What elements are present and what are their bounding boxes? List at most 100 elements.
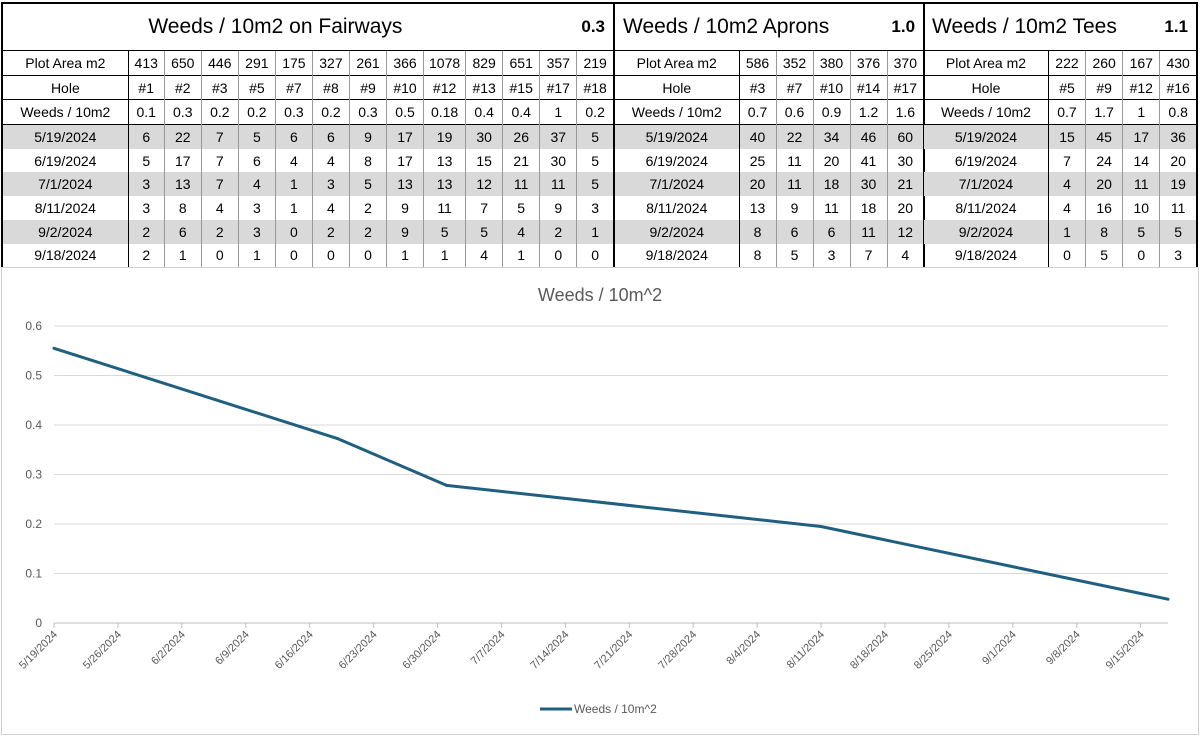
table-cell: 2 (348, 219, 387, 244)
table-cell: 219 (576, 50, 614, 76)
table-cell: 1 (274, 172, 313, 197)
data-point (1020, 567, 1024, 571)
series-layer (52, 346, 1170, 601)
table-cell: 45 (1085, 124, 1123, 149)
table-cell: 7 (465, 196, 503, 220)
gridlines (54, 325, 1168, 624)
table-cell: 0 (1047, 243, 1086, 269)
table-cell: #5 (237, 74, 276, 100)
table-cell: 0.4 (465, 99, 503, 125)
table-cell: 8 (738, 219, 776, 244)
row-label: 9/18/2024 (615, 243, 740, 269)
table-cell: 3 (127, 196, 165, 220)
row-label: 9/2/2024 (2, 219, 129, 244)
table-row: Hole #1 #2 #3 #5 #7 #8 #9 #10 #12 #13 #15 #17 #18 (2, 74, 614, 100)
table-cell: 1 (163, 243, 202, 269)
table-title-text: Weeds / 10m2 on Fairways (148, 15, 403, 38)
table-cell: #5 (1047, 74, 1086, 100)
table-row: Hole #3 #7 #10 #14 #17 (615, 74, 925, 100)
table-cell: 357 (539, 50, 577, 76)
table-cell: 18 (812, 172, 851, 197)
row-label: 7/1/2024 (924, 172, 1049, 197)
table-title-text: Weeds / 10m2 Tees (932, 15, 1117, 38)
table-cell: 5 (1122, 219, 1160, 244)
row-label: 6/19/2024 (2, 148, 129, 173)
row-label: 5/19/2024 (924, 124, 1049, 149)
table-cell: 6 (775, 219, 813, 244)
table-cell: 60 (886, 124, 925, 149)
table-cell: #7 (775, 74, 813, 100)
table-title-value: 1.0 (891, 17, 916, 36)
table-row: 7/1/2024 4 20 11 19 (924, 172, 1197, 197)
table-cell: 30 (849, 172, 888, 197)
table-cell: 1 (237, 243, 276, 269)
table-cell: 25 (738, 148, 776, 173)
table-row: 8/11/2024 13 9 11 18 20 (615, 196, 925, 220)
y-axis-ticks: 0 0.1 0.2 0.3 0.4 0.5 0.6 (25, 319, 42, 630)
table-cell: 5 (423, 219, 466, 244)
weeds-tables: Weeds / 10m2 on Fairways 0.3 Plot Area m2 4… (0, 0, 1200, 270)
table-row: Weeds / 10m2 0.1 0.3 0.2 0.2 0.3 0.2 0.3 0.5 0.18… (2, 99, 614, 125)
x-tick-label: 7/28/2024 (656, 629, 699, 672)
table-cell: 1.7 (1085, 99, 1123, 125)
table-title-value: 1.1 (1164, 17, 1188, 36)
y-tick-label: 0.5 (25, 369, 42, 383)
table-cell: 291 (237, 50, 276, 76)
table-cell: 0.7 (1047, 99, 1086, 125)
table-cell: 4 (886, 243, 925, 269)
table-cell: #18 (576, 74, 614, 100)
table-cell: 9 (348, 124, 387, 149)
table-cell: 5 (127, 148, 165, 173)
data-point (445, 483, 449, 487)
table-cell: 24 (1085, 148, 1123, 173)
table-cell: 3 (1159, 243, 1197, 269)
table-cell: 2 (127, 219, 165, 244)
x-tick-label: 6/2/2024 (149, 629, 188, 668)
table-cell: 0 (539, 243, 577, 269)
x-tick-label: 5/26/2024 (81, 629, 124, 672)
table-cell: 11 (775, 148, 813, 173)
table-cell: 46 (849, 124, 888, 149)
table-cell: 7 (200, 148, 239, 173)
table-cell: 3 (127, 172, 165, 197)
table-title-value: 0.3 (581, 17, 605, 36)
table-row: Plot Area m2 413 650 446 291 175 327 261 366 1078… (2, 50, 614, 76)
table-cell: 5 (237, 124, 276, 149)
table-cell: 4 (502, 219, 540, 244)
table-cell: 5 (775, 243, 813, 269)
table-cell: 0.7 (738, 99, 776, 125)
table-cell: 0.9 (812, 99, 851, 125)
table-cell: 6 (311, 124, 350, 149)
table-cell: #16 (1159, 74, 1197, 100)
table-cell: 0 (1122, 243, 1160, 269)
table-row: 8/11/2024 3 8 4 3 1 4 2 9 11 7 5 9 3 (2, 196, 614, 220)
table-cell: 167 (1122, 50, 1160, 76)
x-tick-label: 5/19/2024 (17, 629, 60, 672)
table-cell: 13 (163, 172, 202, 197)
table-cell: #3 (738, 74, 776, 100)
table-cell: 30 (539, 148, 577, 173)
table-title-row: Weeds / 10m2 on Fairways 0.3 (2, 3, 614, 51)
table-row: 9/2/2024 8 6 6 11 12 (615, 219, 925, 244)
table-cell: 3 (576, 196, 614, 220)
table-cell: #9 (348, 74, 387, 100)
table-cell: 12 (465, 172, 503, 197)
table-cell: 13 (386, 172, 424, 197)
table-row: 9/18/2024 2 1 0 1 0 0 0 1 1 4 1 0 0 (2, 243, 614, 269)
table-cell: 4 (200, 196, 239, 220)
table-cell: 20 (738, 172, 776, 197)
data-point (1166, 597, 1170, 601)
table-cell: 6 (237, 148, 276, 173)
table-cell: #14 (849, 74, 888, 100)
table-cell: 5 (502, 196, 540, 220)
table-cell: 9 (539, 196, 577, 220)
table-cell: #10 (386, 74, 424, 100)
table-cell: 1 (502, 243, 540, 269)
table-cell: #10 (812, 74, 851, 100)
x-tick-label: 8/18/2024 (848, 629, 891, 672)
y-tick-label: 0 (35, 616, 42, 630)
table-cell: 1078 (423, 50, 466, 76)
table-cell: 2 (539, 219, 577, 244)
table-row: 6/19/2024 25 11 20 41 30 (615, 148, 925, 173)
x-tick-label: 6/16/2024 (273, 629, 316, 672)
